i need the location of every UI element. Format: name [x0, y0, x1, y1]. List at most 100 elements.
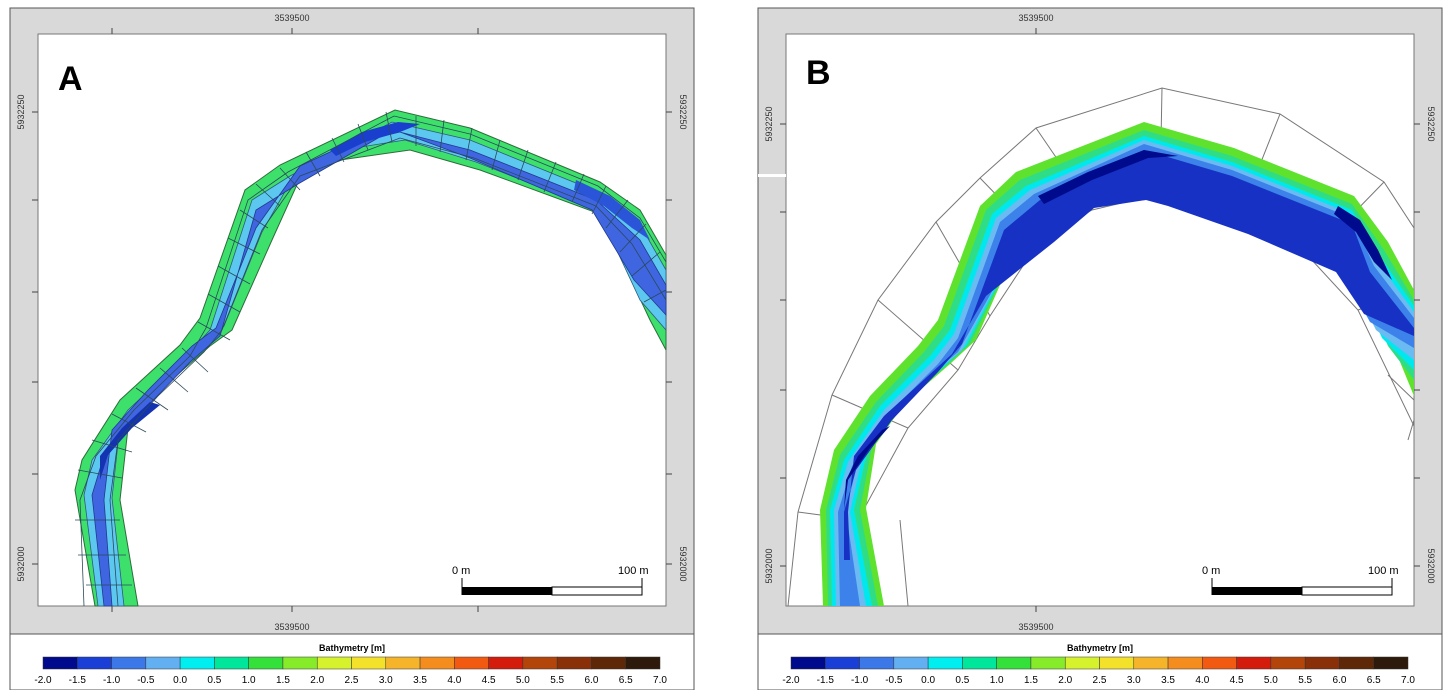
legend-tick-label: 4.5 — [482, 675, 496, 686]
legend-tick-label: 1.0 — [990, 675, 1004, 686]
legend-tick-label: 4.0 — [1195, 675, 1209, 686]
legend-swatch — [1099, 656, 1135, 670]
scale-bar-start: 0 m — [452, 565, 470, 577]
legend-tick-label: -1.5 — [69, 675, 87, 686]
legend-swatch — [625, 656, 661, 670]
legend-tick-label: 1.0 — [242, 675, 256, 686]
legend-swatch — [351, 656, 387, 670]
coord-bottom: 3539500 — [274, 622, 309, 632]
legend-swatch — [1236, 656, 1272, 670]
legend-swatch — [996, 656, 1032, 670]
legend-swatch — [214, 656, 249, 670]
legend-tick-label: -1.0 — [851, 675, 869, 686]
legend-tick-label: 3.5 — [1161, 675, 1175, 686]
legend-swatch — [825, 656, 860, 670]
legend-tick-label: 6.0 — [1332, 675, 1346, 686]
legend-swatch — [1202, 656, 1237, 670]
frame-notch — [758, 174, 786, 177]
legend-swatch — [962, 656, 997, 670]
legend-swatches: -2.0 -1.5 -1.0 -0.5 0.0 0.5 1.0 1.5 2.0 2.5 3.0 3.5… — [782, 656, 1415, 686]
legend-swatch — [1304, 656, 1340, 670]
legend-swatch — [556, 656, 592, 670]
legend-swatch — [927, 656, 963, 670]
map-area — [785, 33, 1415, 607]
scale-bar: 0 m 100 m — [1202, 565, 1399, 596]
legend-swatch — [1270, 656, 1306, 670]
river-channel — [74, 109, 667, 607]
legend-tick-label: 5.0 — [1264, 675, 1278, 686]
legend-tick-label: 6.5 — [1367, 675, 1381, 686]
legend-title: Bathymetry [m] — [319, 643, 385, 653]
legend-tick-label: 0.5 — [955, 675, 969, 686]
coord-top: 3539500 — [274, 13, 309, 23]
scale-bar: 0 m 100 m — [452, 565, 649, 596]
legend-swatch — [282, 656, 318, 670]
coord-bottom: 3539500 — [1018, 622, 1053, 632]
legend-tick-label: 7.0 — [1401, 675, 1415, 686]
coord-left-lower: 5932000 — [764, 548, 774, 583]
legend-tick-label: 4.5 — [1230, 675, 1244, 686]
legend-tick-label: 0.0 — [173, 675, 187, 686]
legend-tick-label: 6.0 — [584, 675, 598, 686]
frame-ticks — [780, 28, 1420, 612]
coord-right-lower: 5932000 — [678, 546, 688, 581]
legend-tick-label: -2.0 — [34, 675, 52, 686]
legend-swatch — [454, 656, 489, 670]
legend-swatch — [419, 656, 455, 670]
legend-tick-label: 3.5 — [413, 675, 427, 686]
scale-bar-end: 100 m — [1368, 565, 1399, 577]
legend-tick-label: 1.5 — [1024, 675, 1038, 686]
legend-tick-label: 3.0 — [1127, 675, 1141, 686]
legend-swatch — [1133, 656, 1169, 670]
legend-swatch — [145, 656, 181, 670]
legend-swatch — [111, 656, 147, 670]
legend-swatch — [790, 656, 826, 670]
frame-ticks — [32, 28, 672, 612]
legend-tick-label: 2.5 — [345, 675, 359, 686]
panel-a: 3539500 3539500 5932250 5932000 5932250 … — [9, 7, 695, 690]
legend-swatch — [893, 656, 929, 670]
coord-right-upper: 5932250 — [1426, 106, 1436, 141]
legend-tick-label: 2.5 — [1093, 675, 1107, 686]
legend-tick-label: 4.0 — [447, 675, 461, 686]
legend-swatch — [248, 656, 284, 670]
legend-swatch — [859, 656, 895, 670]
panel-label: B — [806, 54, 831, 92]
legend-tick-label: 3.0 — [379, 675, 393, 686]
legend-swatch — [316, 656, 352, 670]
coord-left-upper: 5932250 — [16, 94, 26, 129]
legend-swatch — [1167, 656, 1203, 670]
legend-tick-label: 2.0 — [310, 675, 324, 686]
panel-b: 3539500 3539500 5932250 5932000 5932250 … — [757, 7, 1443, 690]
legend-tick-label: 7.0 — [653, 675, 667, 686]
scale-bar-start: 0 m — [1202, 565, 1220, 577]
legend-swatch — [522, 656, 558, 670]
legend-swatch — [488, 656, 524, 670]
legend-tick-label: -0.5 — [885, 675, 903, 686]
legend-tick-label: -1.0 — [103, 675, 121, 686]
legend-swatch — [42, 656, 78, 670]
legend-tick-label: 5.5 — [1298, 675, 1312, 686]
coord-left-lower: 5932000 — [16, 546, 26, 581]
panel-label: A — [58, 60, 83, 98]
legend-tick-label: 0.5 — [207, 675, 221, 686]
scale-bar-end: 100 m — [618, 565, 649, 577]
legend-swatch — [1030, 656, 1066, 670]
legend-tick-label: -2.0 — [782, 675, 800, 686]
legend-tick-label: 5.5 — [550, 675, 564, 686]
coord-left-upper: 5932250 — [764, 106, 774, 141]
legend-swatch — [77, 656, 112, 670]
legend-swatch — [591, 656, 626, 670]
map-area — [37, 33, 667, 607]
coord-top: 3539500 — [1018, 13, 1053, 23]
legend-swatches: -2.0 -1.5 -1.0 -0.5 0.0 0.5 1.0 1.5 2.0 2.5 3.0 3.5… — [34, 656, 667, 686]
legend-tick-label: -1.5 — [817, 675, 835, 686]
legend-swatch — [1373, 656, 1409, 670]
legend-tick-label: 2.0 — [1058, 675, 1072, 686]
coord-right-lower: 5932000 — [1426, 548, 1436, 583]
coord-right-upper: 5932250 — [678, 94, 688, 129]
legend-title: Bathymetry [m] — [1067, 643, 1133, 653]
legend-tick-label: 6.5 — [619, 675, 633, 686]
legend-swatch — [179, 656, 215, 670]
legend-tick-label: -0.5 — [137, 675, 155, 686]
